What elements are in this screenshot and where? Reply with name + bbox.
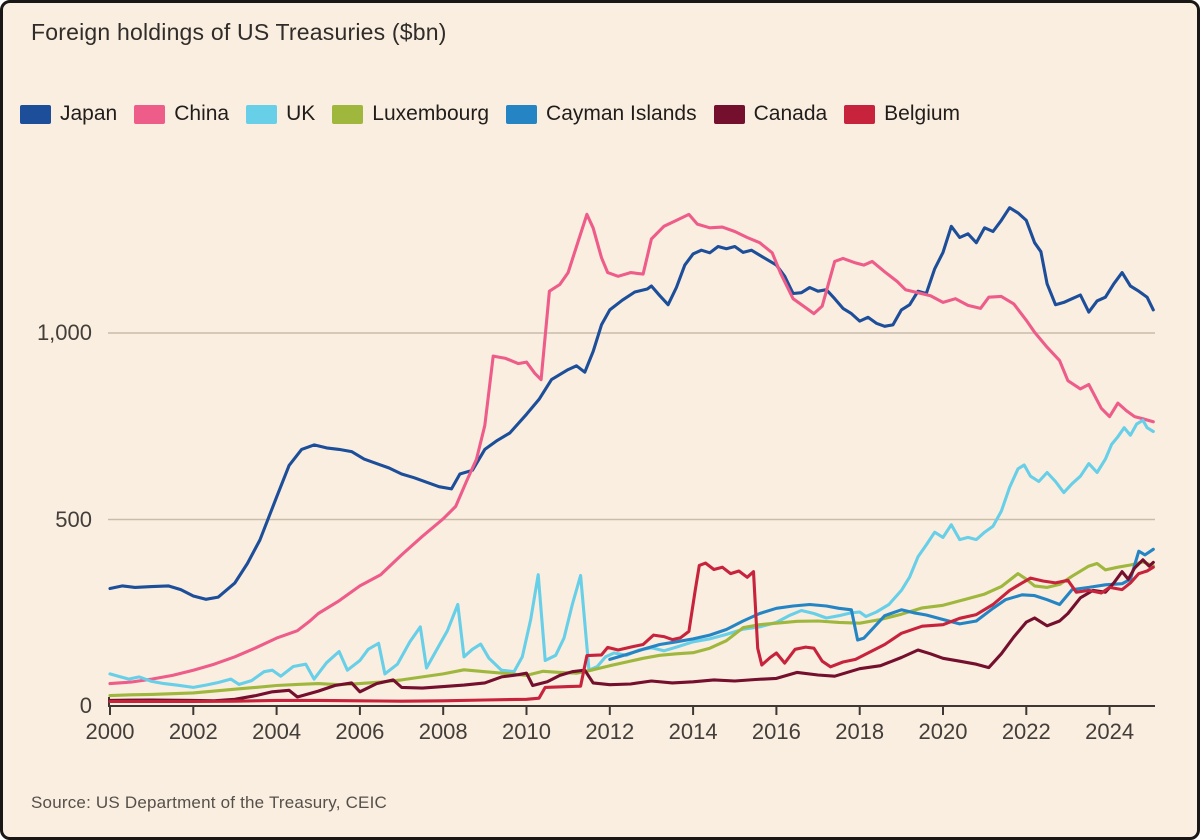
legend-item-label: Canada bbox=[753, 102, 828, 125]
legend-item-label: China bbox=[174, 102, 230, 125]
x-axis-label-2002: 2002 bbox=[168, 719, 218, 744]
chart-canvas bbox=[108, 206, 1155, 715]
x-axis-label-2008: 2008 bbox=[418, 719, 468, 744]
chart-title: Foreign holdings of US Treasuries ($bn) bbox=[31, 19, 447, 45]
legend-swatch-uk bbox=[246, 104, 278, 124]
legend-swatch-luxembourg bbox=[332, 104, 364, 124]
x-axis-label-2010: 2010 bbox=[502, 719, 551, 744]
legend-item-luxembourg: Luxembourg bbox=[332, 102, 489, 126]
x-axis-label-2014: 2014 bbox=[668, 719, 718, 744]
series-line-luxembourg bbox=[108, 560, 1155, 698]
x-axis-label-2024: 2024 bbox=[1085, 719, 1135, 744]
legend-swatch-cayman-islands bbox=[506, 104, 538, 124]
x-axis-label-2022: 2022 bbox=[1001, 719, 1051, 744]
series-line-japan bbox=[108, 206, 1155, 601]
legend-item-belgium: Belgium bbox=[844, 102, 960, 126]
legend-swatch-belgium bbox=[844, 104, 876, 124]
y-axis-label-500: 500 bbox=[55, 506, 92, 532]
legend-item-cayman-islands: Cayman Islands bbox=[506, 102, 697, 126]
y-axis-label-0: 0 bbox=[79, 693, 92, 718]
series-line-china bbox=[108, 212, 1155, 686]
legend: Japan China UK Luxembourg Cayman Islands Cana… bbox=[20, 99, 960, 129]
legend-swatch-canada bbox=[713, 104, 745, 124]
legend-item-japan: Japan bbox=[20, 102, 117, 126]
y-axis-label-1000: 1,000 bbox=[36, 320, 92, 345]
legend-item-label: Cayman Islands bbox=[546, 102, 697, 125]
source-note: Source: US Department of the Treasury, C… bbox=[31, 793, 387, 812]
legend-item-label: Luxembourg bbox=[372, 102, 490, 125]
series-line-canada bbox=[108, 558, 1155, 703]
legend-swatch-japan bbox=[20, 104, 51, 124]
series-line-belgium bbox=[108, 561, 1155, 704]
legend-item-canada: Canada bbox=[713, 102, 828, 126]
legend-item-label: Japan bbox=[60, 102, 118, 125]
legend-swatch-china bbox=[134, 104, 166, 124]
legend-item-label: UK bbox=[286, 102, 316, 125]
x-axis-label-2016: 2016 bbox=[751, 719, 801, 744]
x-axis-label-2000: 2000 bbox=[85, 719, 135, 744]
x-axis-label-2004: 2004 bbox=[252, 719, 302, 744]
x-axis-label-2018: 2018 bbox=[835, 719, 885, 744]
x-axis-label-2012: 2012 bbox=[585, 719, 635, 744]
legend-item-china: China bbox=[134, 102, 229, 126]
legend-item-label: Belgium bbox=[884, 102, 961, 125]
x-axis-label-2020: 2020 bbox=[918, 719, 968, 744]
legend-item-uk: UK bbox=[246, 102, 315, 126]
series-line-cayman-islands bbox=[608, 547, 1155, 661]
x-axis-label-2006: 2006 bbox=[335, 719, 385, 744]
